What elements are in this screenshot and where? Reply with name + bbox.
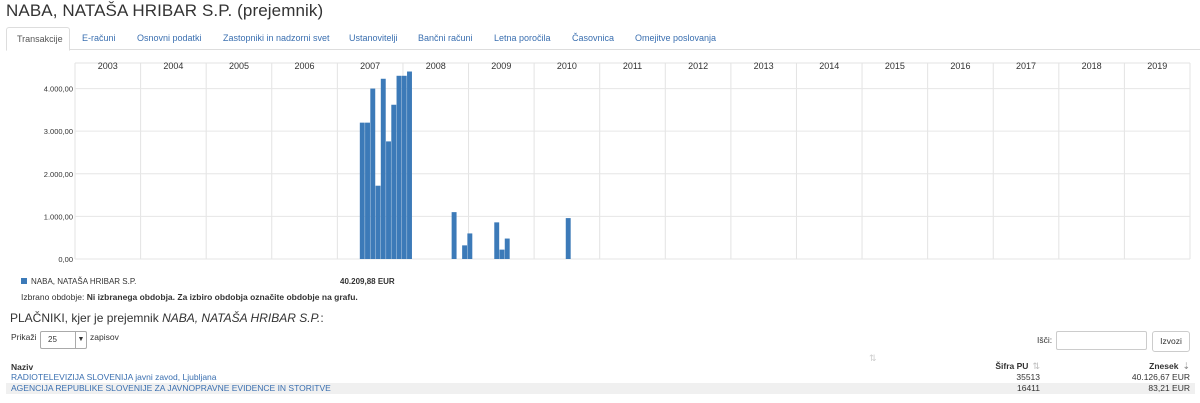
legend-series-name: NABA, NATAŠA HRIBAR S.P. (31, 277, 137, 286)
payers-title-prefix: PLAČNIKI, kjer je prejemnik (10, 311, 159, 325)
chevron-down-icon: ▼ (75, 332, 86, 348)
show-label: Prikaži (11, 332, 37, 342)
chart-bar (451, 212, 457, 259)
legend-swatch (21, 278, 27, 284)
col-sifra-pu[interactable]: Šifra PU ⇅ (975, 356, 1045, 372)
search-label: Išči: (1037, 335, 1053, 345)
chart-bar (467, 233, 473, 259)
tab-omejitve-poslovanja[interactable]: Omejitve poslovanja (635, 33, 717, 43)
payer-amount: 83,21 EUR (1045, 383, 1195, 394)
col-naziv[interactable]: Naziv (6, 356, 975, 372)
chart-bar (391, 104, 397, 259)
tab-casovnica[interactable]: Časovnica (572, 33, 615, 43)
payers-table: Naziv Šifra PU ⇅ Znesek ⇣ RADIOTELEVIZIJA … (6, 356, 1195, 394)
period-label: Izbrano obdobje: (21, 292, 85, 302)
sort-icon[interactable]: ⇅ (869, 353, 877, 363)
col-znesek[interactable]: Znesek ⇣ (1045, 356, 1195, 372)
selected-period: Izbrano obdobje: Ni izbranega obdobja. Z… (21, 292, 358, 302)
y-tick-label: 1.000,00 (44, 212, 73, 221)
payers-title-suffix: : (320, 311, 324, 325)
chart-legend: NABA, NATAŠA HRIBAR S.P. (21, 277, 136, 286)
payer-code: 16411 (975, 383, 1045, 394)
x-tick-label: 2019 (1147, 61, 1167, 71)
chart-bar (401, 75, 407, 259)
tab-osnovni-podatki[interactable]: Osnovni podatki (137, 33, 202, 43)
x-tick-label: 2009 (491, 61, 511, 71)
tab-zastopniki[interactable]: Zastopniki in nadzorni svet (223, 33, 330, 43)
transactions-chart[interactable]: 2003 2004 2005 2006 2007 2008 2009 2010 2011 2012… (0, 55, 1200, 265)
x-tick-label: 2017 (1016, 61, 1036, 71)
x-tick-label: 2008 (426, 61, 446, 71)
page-size-select[interactable]: 25 ▼ (40, 331, 87, 349)
col-sifra-label: Šifra PU (995, 361, 1029, 371)
chart-bar (565, 218, 571, 259)
show-suffix: zapisov (90, 332, 119, 342)
payer-name[interactable]: RADIOTELEVIZIJA SLOVENIJA javni zavod, L… (6, 372, 975, 383)
search-input[interactable] (1056, 331, 1147, 350)
payer-link[interactable]: AGENCIJA REPUBLIKE SLOVENIJE ZA JAVNOPRA… (11, 383, 331, 393)
table-row: AGENCIJA REPUBLIKE SLOVENIJE ZA JAVNOPRA… (6, 383, 1195, 394)
table-row: RADIOTELEVIZIJA SLOVENIJA javni zavod, L… (6, 372, 1195, 383)
chart-bar (504, 238, 510, 259)
tab-e-racuni[interactable]: E-računi (82, 33, 116, 43)
period-value: Ni izbranega obdobja. Za izbiro obdobja … (86, 292, 358, 302)
tab-transakcije[interactable]: Transakcije (6, 27, 70, 51)
x-tick-label: 2012 (688, 61, 708, 71)
payer-name[interactable]: AGENCIJA REPUBLIKE SLOVENIJE ZA JAVNOPRA… (6, 383, 975, 394)
x-tick-label: 2003 (98, 61, 118, 71)
chart-bar (494, 222, 500, 259)
chart-bar (359, 122, 365, 259)
y-tick-label: 2.000,00 (44, 170, 73, 179)
chart-bar (370, 88, 376, 259)
tab-bancni-racuni[interactable]: Bančni računi (418, 33, 473, 43)
chart-bar (499, 249, 505, 259)
legend-total: 40.209,88 EUR (340, 277, 395, 286)
y-tick-label: 4.000,00 (44, 85, 73, 94)
page-size-value: 25 (48, 335, 57, 344)
y-tick-label: 3.000,00 (44, 127, 73, 136)
chart-bar (365, 122, 370, 259)
payer-link[interactable]: RADIOTELEVIZIJA SLOVENIJA javni zavod, L… (11, 372, 217, 382)
sort-desc-icon: ⇣ (1182, 361, 1190, 371)
x-tick-label: 2010 (557, 61, 577, 71)
x-tick-label: 2005 (229, 61, 249, 71)
chart-bar (407, 71, 412, 259)
payer-amount: 40.126,67 EUR (1131, 372, 1190, 382)
x-tick-label: 2013 (754, 61, 774, 71)
tab-ustanovitelji[interactable]: Ustanovitelji (349, 33, 398, 43)
payer-code: 35513 (1016, 372, 1040, 382)
chart-bar (462, 245, 468, 259)
x-tick-label: 2011 (623, 61, 642, 71)
x-tick-label: 2015 (885, 61, 905, 71)
col-znesek-label: Znesek (1149, 361, 1179, 371)
x-tick-label: 2006 (295, 61, 315, 71)
y-tick-label: 0,00 (58, 255, 73, 264)
x-tick-label: 2014 (819, 61, 839, 71)
export-button[interactable]: Izvozi (1152, 331, 1190, 352)
payers-title-name: NABA, NATAŠA HRIBAR S.P. (162, 311, 321, 325)
table-header-row: Naziv Šifra PU ⇅ Znesek ⇣ (6, 356, 1195, 372)
tab-letna-porocila[interactable]: Letna poročila (494, 33, 551, 43)
sort-icon: ⇅ (1032, 361, 1040, 371)
chart-bar (396, 75, 402, 259)
x-tick-label: 2018 (1082, 61, 1102, 71)
x-tick-label: 2016 (950, 61, 970, 71)
chart-bar (380, 78, 386, 259)
payers-title: PLAČNIKI, kjer je prejemnik NABA, NATAŠA… (10, 311, 324, 325)
chart-bar (386, 141, 391, 259)
col-naziv-label: Naziv (11, 362, 34, 372)
x-tick-label: 2007 (360, 61, 380, 71)
x-tick-label: 2004 (163, 61, 183, 71)
chart-bar (375, 185, 381, 259)
page-title: NABA, NATAŠA HRIBAR S.P. (prejemnik) (6, 1, 324, 20)
tab-bar: Transakcije E-računi Osnovni podatki Zas… (6, 27, 1200, 51)
